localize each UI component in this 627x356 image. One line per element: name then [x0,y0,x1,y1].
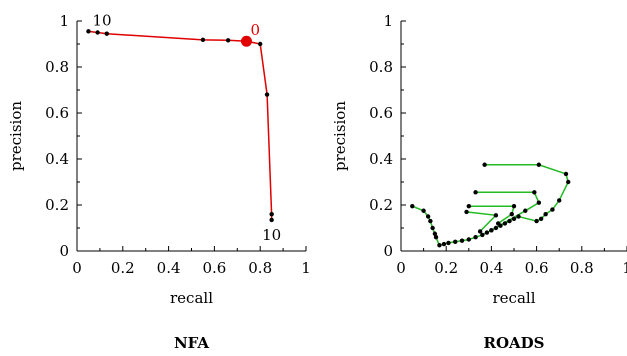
roads-data-point [511,216,517,221]
roads-data-point [493,213,499,218]
roads-data-point [446,240,451,246]
roads-data-point [433,235,439,240]
nfa-x-tick-label: 0 [72,259,82,277]
nfa-x-ticks: 0 0.2 0.4 0.6 0.8 1 [72,246,311,277]
roads-y-axis-label: precision [331,101,349,171]
nfa-x-tick-label: 0.2 [111,259,135,277]
nfa-y-tick-label: 1 [59,12,69,30]
roads-data-point [421,208,426,213]
roads-y-tick-label: 0.4 [369,150,393,168]
roads-data-point [507,218,512,224]
nfa-data-point [225,38,231,43]
roads-data-point [495,221,501,226]
roads-data-point [432,231,438,236]
nfa-y-tick-label: 0.2 [45,196,69,214]
roads-y-ticks: 0 0.2 0.4 0.6 0.8 1 [369,12,406,260]
roads-y-tick-label: 0 [383,242,393,260]
roads-data-point [473,235,478,240]
roads-data-point [523,208,528,213]
nfa-chart: 0 0.2 0.4 0.6 0.8 1 0 0.2 0.4 0.6 0.8 1 10 0 10 reca… [7,11,311,352]
nfa-x-tick-label: 1 [301,259,311,277]
roads-data-point [482,162,487,167]
roads-chart-title: ROADS [483,334,544,352]
roads-x-tick-label: 0.2 [434,259,458,277]
roads-data-point [550,207,555,212]
roads-data-point [437,243,442,248]
roads-data-point [477,229,483,234]
roads-x-tick-label: 0.4 [479,259,503,277]
nfa-data-point [200,37,206,43]
roads-data-point [480,232,485,238]
roads-x-tick-label: 0.8 [570,259,594,277]
nfa-x-tick-label: 0.8 [248,259,272,277]
roads-y-tick-label: 0.6 [369,104,393,122]
roads-x-axis-label: recall [493,289,536,307]
roads-data-point [453,239,458,244]
roads-points [410,162,571,248]
roads-data-point [430,225,435,231]
nfa-x-tick-label: 0.4 [157,259,181,277]
roads-y-tick-label: 1 [383,12,393,30]
nfa-chart-title: NFA [174,334,209,352]
roads-data-point [464,209,469,215]
nfa-highlight-point [240,35,252,47]
nfa-data-point [95,30,100,35]
roads-data-point [489,228,494,233]
roads-x-tick-label: 1 [622,259,627,277]
nfa-y-tick-label: 0.4 [45,150,69,168]
roads-data-point [484,230,490,235]
roads-data-point [473,190,478,195]
nfa-data-point [264,92,270,97]
nfa-series-line-0 [88,30,273,220]
roads-data-point [543,212,548,217]
roads-y-tick-label: 0.2 [369,196,393,214]
nfa-data-point [269,212,274,217]
roads-data-point [563,171,569,177]
nfa-x-tick-label: 0.6 [202,259,226,277]
roads-data-point [566,179,571,185]
roads-x-tick-label: 0.6 [525,259,549,277]
roads-data-point [441,241,447,247]
roads-series-line-1 [475,191,540,231]
nfa-y-tick-label: 0.6 [45,104,69,122]
nfa-y-tick-label: 0.8 [45,58,69,76]
roads-chart: 0 0.2 0.4 0.6 0.8 1 0 0.2 0.4 0.6 0.8 1 recall pre… [331,12,627,352]
roads-data-point [536,162,542,167]
nfa-x-axis-label: recall [170,289,213,307]
nfa-data-point [269,217,274,223]
roads-data-point [557,198,562,203]
roads-data-point [511,203,517,209]
roads-data-point [428,218,433,224]
nfa-y-ticks: 0 0.2 0.4 0.6 0.8 1 [45,12,82,260]
roads-data-point [466,237,471,242]
nfa-point-annotation: 10 [92,11,111,29]
nfa-points [86,29,274,223]
roads-data-point [493,225,499,231]
nfa-annotations: 10 0 10 [92,11,281,244]
roads-data-point [502,221,508,226]
nfa-data-point [86,29,91,34]
roads-x-tick-label: 0 [396,259,406,277]
roads-data-point [425,214,431,219]
roads-x-ticks: 0 0.2 0.4 0.6 0.8 1 [396,246,627,277]
roads-series-line-2 [468,205,515,225]
nfa-y-axis-label: precision [7,101,25,171]
nfa-point-annotation: 10 [262,226,281,244]
roads-data-point [532,190,537,195]
roads-data-point [538,216,544,221]
roads-data-point [410,203,415,209]
roads-y-tick-label: 0.8 [369,58,393,76]
roads-data-point [536,200,542,205]
nfa-data-point [258,41,263,47]
roads-data-point [534,218,539,224]
roads-data-point [509,212,514,217]
roads-data-point [459,238,465,243]
nfa-y-tick-label: 0 [59,242,69,260]
nfa-series [88,30,273,220]
nfa-data-point [104,31,109,36]
roads-data-point [466,203,471,209]
roads-data-point [516,214,521,219]
nfa-point-annotation: 0 [250,21,260,39]
